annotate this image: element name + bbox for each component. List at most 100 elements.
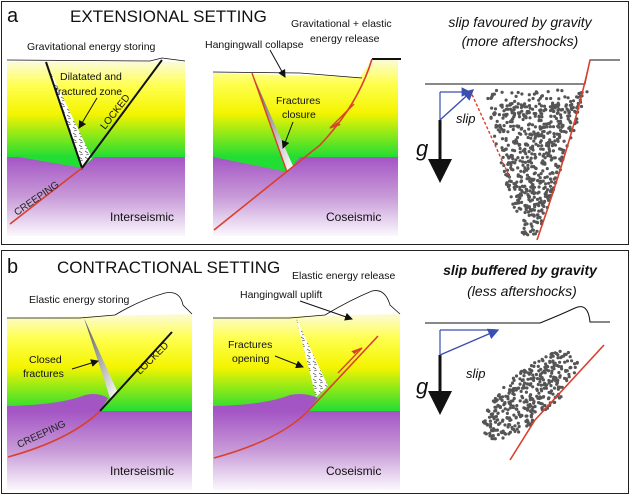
g-label: g <box>416 374 429 399</box>
aftershock-point <box>515 135 520 140</box>
aftershock-point <box>521 156 525 160</box>
fault <box>213 58 373 231</box>
aftershock-point <box>542 134 546 138</box>
aftershock-point <box>498 421 502 425</box>
aftershock-point <box>526 163 530 167</box>
aftershock-point <box>555 363 559 368</box>
aftershock-point <box>526 123 531 127</box>
aftershock-point <box>568 119 572 123</box>
aftershock-point <box>527 213 531 217</box>
aftershock-point <box>523 129 527 133</box>
aftershock-point <box>536 382 540 387</box>
aftershock-point <box>493 437 497 441</box>
aftershock-point <box>522 384 526 388</box>
aftershock-point <box>500 137 505 141</box>
aftershock-point <box>538 140 543 144</box>
closed-fractures-wedge <box>84 318 118 398</box>
aftershock-point <box>510 91 514 95</box>
aftershock-point <box>518 143 522 147</box>
aftershock-point <box>537 359 541 363</box>
aftershock-point <box>551 392 555 396</box>
aftershock-point <box>532 177 536 181</box>
aftershock-point <box>538 372 543 377</box>
aftershock-point <box>524 207 528 212</box>
aftershock-point <box>534 134 538 138</box>
aftershock-point <box>489 422 493 426</box>
aftershock-point <box>518 382 522 386</box>
aftershock-point <box>548 125 553 129</box>
aftershock-point <box>530 224 534 228</box>
aftershock-point <box>504 147 508 151</box>
aftershock-point <box>515 404 519 408</box>
aftershock-point <box>509 388 513 392</box>
aftershock-point <box>548 391 553 395</box>
caption: Gravitational energy storing <box>27 41 156 53</box>
caption: Gravitational + elastic <box>291 18 392 30</box>
aftershock-point <box>538 380 542 384</box>
aftershock-point <box>542 369 546 373</box>
aftershock-point <box>528 159 532 163</box>
aftershock-point <box>558 349 562 353</box>
aftershock-point <box>516 125 521 129</box>
aftershock-point <box>552 142 556 146</box>
hw-label: Hangingwall uplift <box>240 289 322 301</box>
aftershock-point <box>526 371 530 375</box>
aftershock-point <box>561 151 565 155</box>
aftershock-point <box>521 386 525 390</box>
zone-label: fractured zone <box>55 86 122 98</box>
aftershock-point <box>529 409 533 413</box>
aftershock-point <box>490 95 494 99</box>
aftershock-point <box>531 144 535 148</box>
aftershock-point <box>529 382 533 386</box>
aftershock-point <box>528 394 532 398</box>
aftershock-point <box>501 155 505 159</box>
aftershock-point <box>492 415 497 419</box>
aftershock-point <box>525 109 529 114</box>
aftershock-point <box>549 96 553 101</box>
aftershock-point <box>544 190 549 194</box>
aftershock-point <box>546 154 550 158</box>
aftershock-point <box>557 134 562 138</box>
aftershock-point <box>514 105 518 109</box>
aftershock-point <box>508 155 512 159</box>
aftershock-point <box>579 104 584 109</box>
aftershock-point <box>521 117 525 122</box>
aftershock-point <box>534 220 539 224</box>
aftershock-point <box>525 382 529 386</box>
aftershock-point <box>512 182 516 186</box>
aftershock-title: slip favoured by gravity <box>448 14 592 30</box>
aftershock-point <box>551 125 556 129</box>
aftershock-point <box>488 431 492 435</box>
aftershock-point <box>519 207 523 211</box>
aftershock-point <box>560 385 564 389</box>
aftershock-point <box>538 395 542 399</box>
aftershock-point <box>494 399 498 403</box>
aftershock-point <box>495 418 499 422</box>
aftershock-point <box>534 155 538 159</box>
aftershock-point <box>503 423 507 427</box>
aftershock-point <box>551 101 555 105</box>
aftershock-point <box>526 403 530 407</box>
aftershock-point <box>488 419 492 423</box>
aftershock-point <box>540 357 544 361</box>
aftershock-point <box>518 146 522 151</box>
aftershock-point <box>510 111 514 115</box>
aftershock-point <box>538 377 542 381</box>
aftershock-point <box>494 405 498 409</box>
aftershock-point <box>543 176 547 180</box>
aftershock-point <box>522 170 526 174</box>
aftershock-point <box>497 113 501 117</box>
aftershock-point <box>494 428 498 432</box>
seismicity-cloud <box>482 349 579 441</box>
aftershock-point <box>513 99 517 103</box>
aftershock-point <box>548 138 552 142</box>
aftershock-point <box>535 213 539 217</box>
aftershock-point <box>543 199 547 203</box>
aftershock-point <box>514 138 518 142</box>
aftershock-point <box>491 412 495 416</box>
aftershock-point <box>527 150 531 154</box>
aftershock-point <box>544 355 548 359</box>
aftershock-point <box>537 391 541 395</box>
aftershock-point <box>568 366 572 370</box>
aftershock-point <box>558 360 562 364</box>
